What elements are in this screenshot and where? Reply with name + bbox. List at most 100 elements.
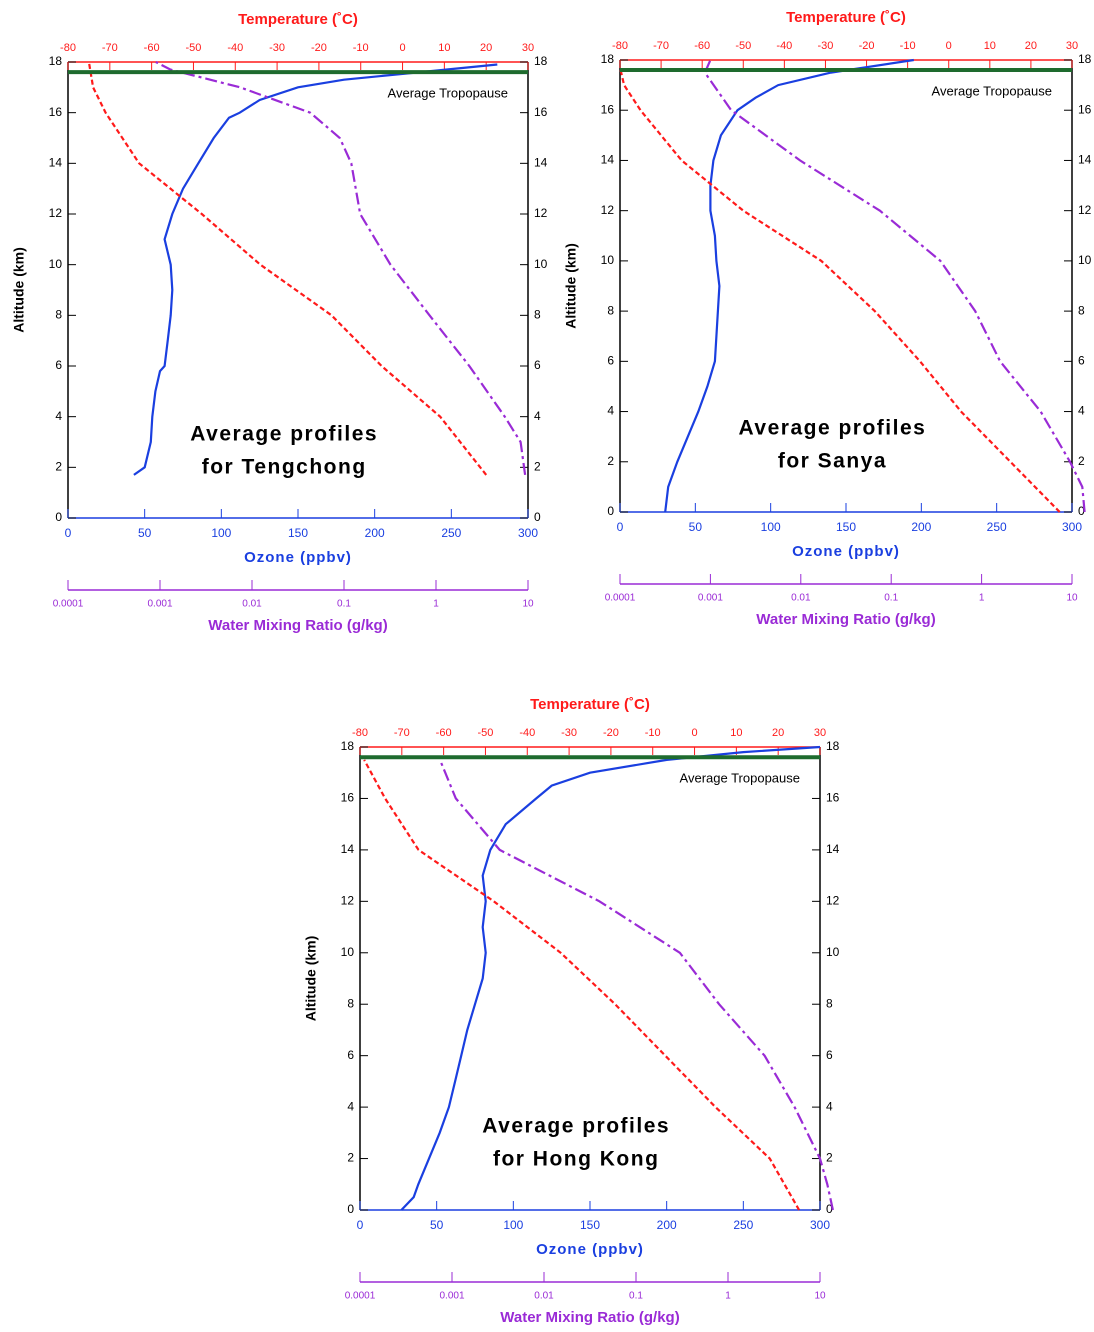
y-axis-label: Altitude (km) xyxy=(303,936,319,1022)
y-tick-label: 14 xyxy=(341,842,355,856)
y-tick-label: 0 xyxy=(607,504,614,518)
annotation: Average Tropopause xyxy=(680,771,800,786)
x2-tick-label: 30 xyxy=(522,42,534,54)
x2-tick-label: -60 xyxy=(694,40,710,52)
y-tick-label: 2 xyxy=(607,454,614,468)
chart-subtitle: for Tengchong xyxy=(202,456,367,479)
x-tick-label: 200 xyxy=(365,526,385,540)
x-tick-label: 100 xyxy=(503,1218,523,1232)
x2-tick-label: -10 xyxy=(900,40,916,52)
x-tick-label: 200 xyxy=(911,520,931,534)
x-tick-label: 150 xyxy=(580,1218,600,1232)
x2-tick-label: -10 xyxy=(645,727,661,739)
x-tick-label: 100 xyxy=(211,526,231,540)
y-tick-label: 18 xyxy=(341,739,355,753)
y-tick-label: 6 xyxy=(826,1048,833,1062)
profile-line xyxy=(664,58,914,513)
y-tick-label: 2 xyxy=(55,460,62,474)
x3-axis-label: Water Mixing Ratio (g/kg) xyxy=(756,611,935,628)
profile-line xyxy=(155,61,527,476)
x-axis-label: Ozone (ppbv) xyxy=(792,543,900,560)
profile-line xyxy=(400,745,821,1211)
x3-tick-label: 10 xyxy=(522,599,534,610)
chart-subtitle: for Sanya xyxy=(778,450,887,473)
x2-tick-label: 30 xyxy=(814,727,826,739)
x2-tick-label: 10 xyxy=(984,40,996,52)
y-tick-label: 10 xyxy=(1078,253,1092,267)
x3-tick-label: 0.1 xyxy=(884,593,898,604)
profile-line xyxy=(87,61,488,476)
y-tick-label: 18 xyxy=(534,54,548,68)
annotation: Average Tropopause xyxy=(388,86,508,101)
x3-axis-label: Water Mixing Ratio (g/kg) xyxy=(208,617,387,634)
y-tick-label: 4 xyxy=(55,409,62,423)
y-tick-label: 10 xyxy=(826,945,840,959)
x2-tick-label: -20 xyxy=(603,727,619,739)
x-tick-label: 150 xyxy=(288,526,308,540)
x2-tick-label: 10 xyxy=(730,727,742,739)
y-tick-label: 0 xyxy=(826,1202,833,1216)
y-tick-label: 12 xyxy=(341,894,355,908)
y-tick-label: 14 xyxy=(534,156,548,170)
x2-tick-label: -30 xyxy=(561,727,577,739)
y-tick-label: 4 xyxy=(347,1099,354,1113)
y-tick-label: 12 xyxy=(826,894,840,908)
x2-tick-label: -70 xyxy=(394,727,410,739)
y-tick-label: 18 xyxy=(826,739,840,753)
y-tick-label: 6 xyxy=(55,358,62,372)
x3-tick-label: 1 xyxy=(725,1291,731,1302)
x3-tick-label: 0.0001 xyxy=(53,599,84,610)
x-tick-label: 0 xyxy=(65,526,72,540)
x2-tick-label: -70 xyxy=(102,42,118,54)
x3-tick-label: 0.001 xyxy=(439,1291,464,1302)
y-tick-label: 16 xyxy=(1078,102,1092,116)
x3-tick-label: 0.01 xyxy=(534,1291,554,1302)
y-tick-label: 6 xyxy=(534,358,541,372)
y-tick-label: 12 xyxy=(534,206,548,220)
y-tick-label: 4 xyxy=(607,404,614,418)
y-tick-label: 4 xyxy=(1078,404,1085,418)
y-tick-label: 14 xyxy=(1078,153,1092,167)
y-tick-label: 16 xyxy=(601,102,615,116)
x3-tick-label: 0.001 xyxy=(698,593,723,604)
x2-tick-label: 20 xyxy=(480,42,492,54)
y-tick-label: 18 xyxy=(49,54,63,68)
x-tick-label: 300 xyxy=(518,526,538,540)
x-tick-label: 300 xyxy=(810,1218,830,1232)
y-tick-label: 10 xyxy=(49,257,63,271)
x3-tick-label: 0.001 xyxy=(147,599,172,610)
y-tick-label: 14 xyxy=(601,153,615,167)
x2-tick-label: -10 xyxy=(353,42,369,54)
y-tick-label: 8 xyxy=(826,996,833,1010)
x-tick-label: 50 xyxy=(689,520,703,534)
x-tick-label: 100 xyxy=(761,520,781,534)
x2-axis-label: Temperature (˚C) xyxy=(238,11,358,28)
x2-tick-label: -50 xyxy=(735,40,751,52)
x-tick-label: 0 xyxy=(617,520,624,534)
y-tick-label: 18 xyxy=(601,52,615,66)
x2-tick-label: -40 xyxy=(227,42,243,54)
x2-tick-label: -40 xyxy=(776,40,792,52)
y-tick-label: 4 xyxy=(534,409,541,423)
x2-tick-label: -50 xyxy=(186,42,202,54)
x3-tick-label: 0.0001 xyxy=(345,1291,376,1302)
x-tick-label: 50 xyxy=(138,526,152,540)
x-tick-label: 150 xyxy=(836,520,856,534)
y-tick-label: 0 xyxy=(534,510,541,524)
y-tick-label: 4 xyxy=(826,1099,833,1113)
y-tick-label: 8 xyxy=(607,303,614,317)
y-tick-label: 12 xyxy=(1078,203,1092,217)
profile-line xyxy=(133,63,498,476)
chart-title: Average profiles xyxy=(739,417,927,440)
x2-tick-label: 30 xyxy=(1066,40,1078,52)
x2-tick-label: -20 xyxy=(859,40,875,52)
y-axis-label: Altitude (km) xyxy=(563,243,579,329)
x3-tick-label: 0.0001 xyxy=(605,593,636,604)
x2-tick-label: 0 xyxy=(399,42,405,54)
x-tick-label: 50 xyxy=(430,1218,444,1232)
y-tick-label: 2 xyxy=(534,460,541,474)
x3-tick-label: 10 xyxy=(814,1291,826,1302)
